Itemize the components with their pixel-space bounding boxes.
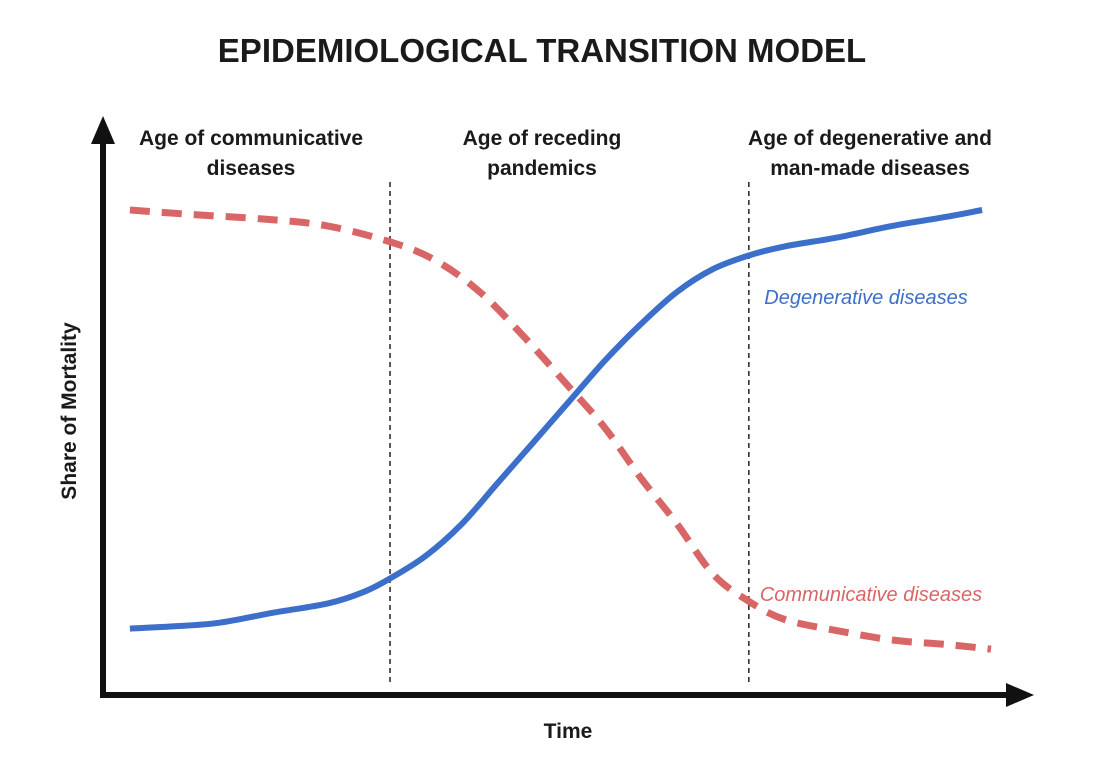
series-label-degenerative: Degenerative diseases: [764, 287, 967, 309]
phase-label-2-line-1: Age of receding: [463, 127, 622, 150]
y-axis-arrowhead: [91, 116, 115, 144]
x-axis-label: Time: [544, 720, 593, 743]
phase-label-1-line-2: diseases: [207, 157, 296, 180]
chart-title: EPIDEMIOLOGICAL TRANSITION MODEL: [218, 32, 866, 69]
axes: [91, 116, 1034, 707]
phase-labels: Age of communicative diseases Age of reced…: [139, 127, 992, 180]
phase-label-2-line-2: pandemics: [487, 157, 597, 180]
phase-label-3-line-2: man-made diseases: [770, 157, 970, 180]
phase-label-3-line-1: Age of degenerative and: [748, 127, 992, 150]
series-labels: Degenerative diseases Communicative disea…: [760, 287, 982, 606]
phase-dividers: [389, 182, 750, 686]
x-axis-arrowhead: [1006, 683, 1034, 707]
series-line-communicative: [129, 206, 992, 653]
phase-label-1-line-1: Age of communicative: [139, 127, 363, 150]
series-layer: [129, 206, 992, 653]
series-line-degenerative: [129, 207, 983, 632]
y-axis-label: Share of Mortality: [58, 322, 81, 500]
series-label-communicative: Communicative diseases: [760, 584, 982, 606]
